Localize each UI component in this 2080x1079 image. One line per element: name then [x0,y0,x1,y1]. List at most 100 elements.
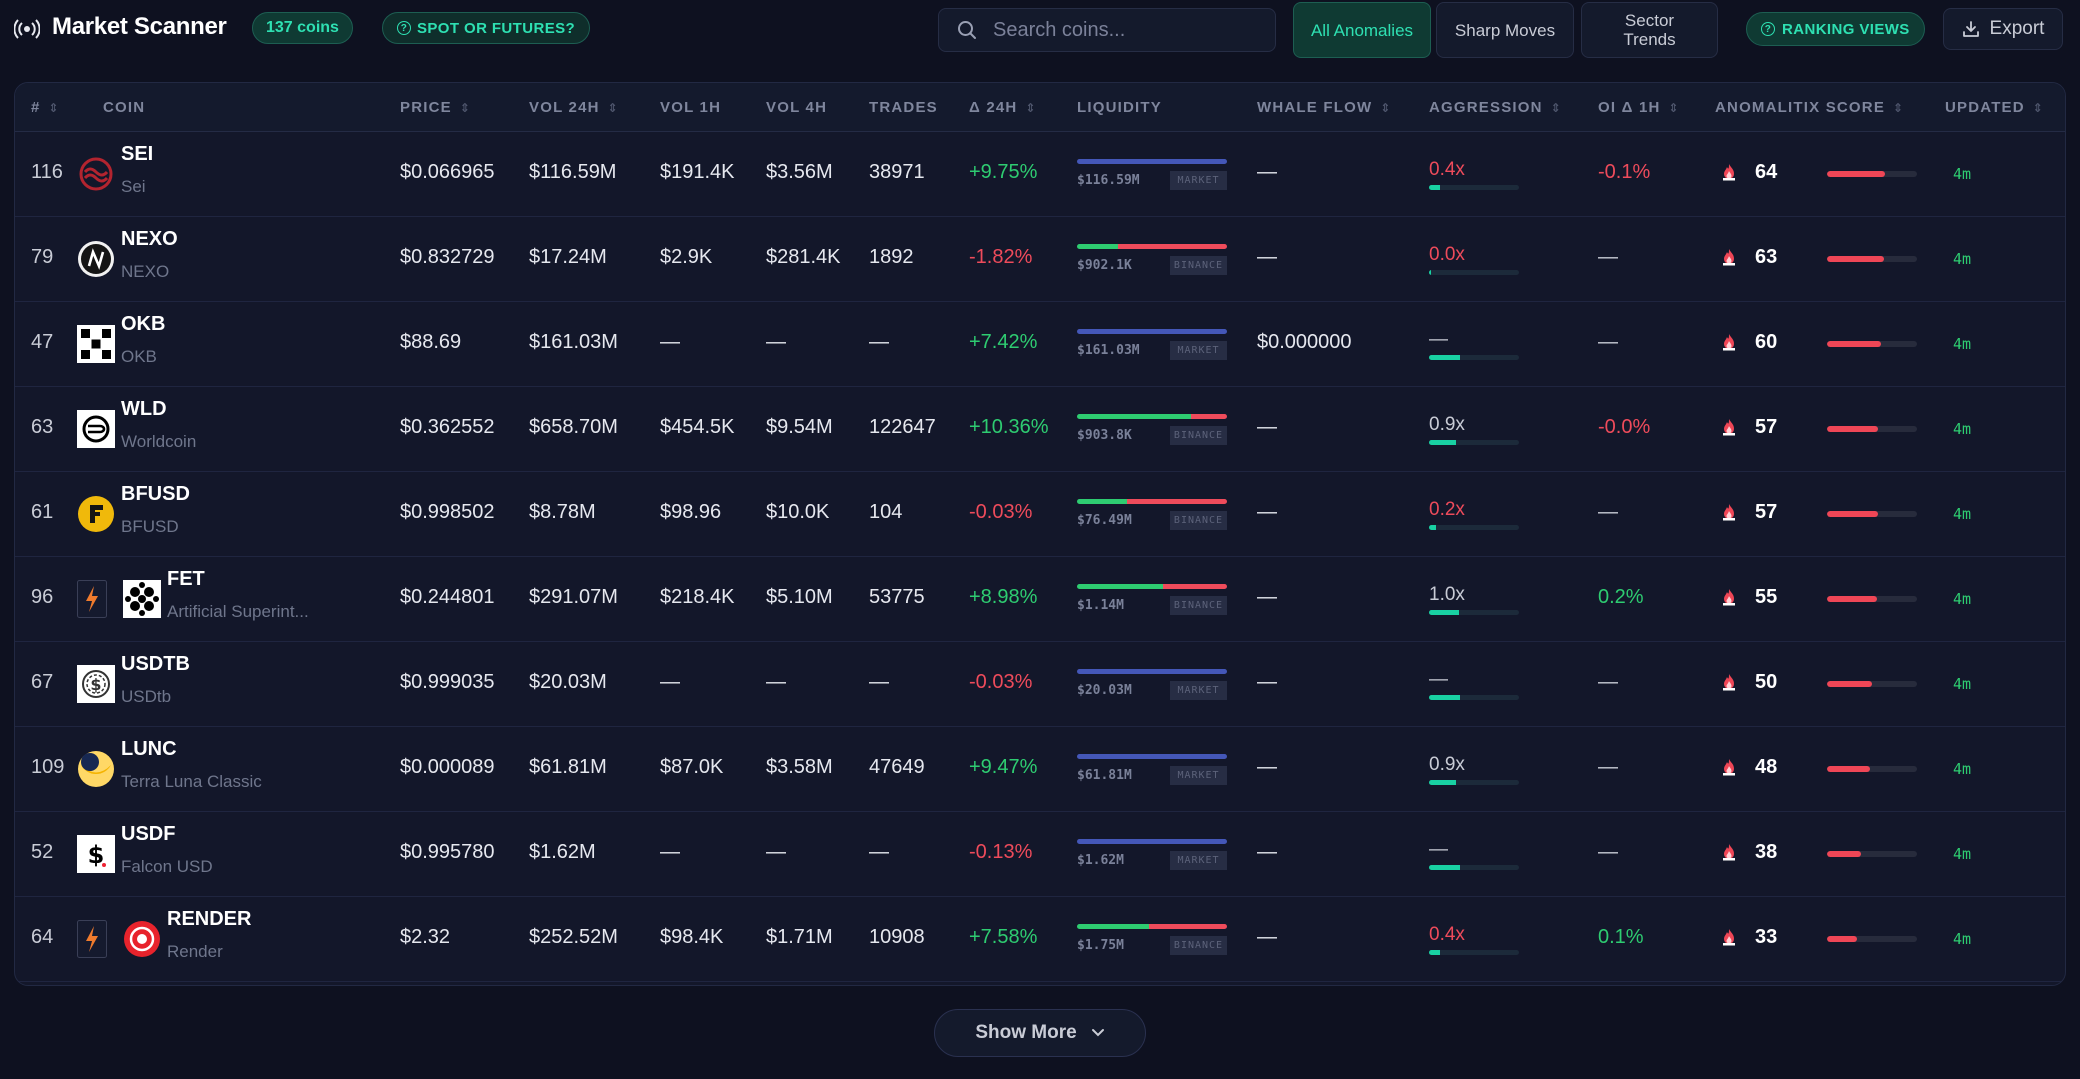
trades-cell: — [869,331,889,353]
table-row[interactable]: 116 SEI Sei $0.066965 $116.59M $191.4K $… [15,131,2065,217]
show-more-button[interactable]: Show More [934,1009,1146,1057]
col-whale-flow[interactable]: WHALE FLOW ⇕ [1257,99,1391,116]
oi-change-cell: -0.1% [1598,161,1651,183]
liquidity-bar [1077,159,1227,164]
anomalitix-score: 48 [1755,756,1778,778]
coin-symbol[interactable]: FET [167,568,205,590]
coin-symbol[interactable]: BFUSD [121,483,190,505]
coin-symbol[interactable]: OKB [121,313,166,335]
whale-flow-cell: — [1257,501,1277,523]
score-bar [1827,596,1917,602]
coin-name: Sei [121,177,146,196]
volume-4h-cell: — [766,671,786,693]
coin-symbol[interactable]: WLD [121,398,167,420]
col-score[interactable]: ANOMALITIX SCORE ⇕ [1715,99,1904,116]
search-input[interactable] [991,17,1255,43]
liquidity-value: $76.49M [1077,513,1132,528]
score-bar [1827,851,1917,857]
sort-icon: ⇕ [2032,100,2043,115]
col-liquidity: LIQUIDITY [1077,99,1162,116]
anomalitix-score: 57 [1755,501,1778,523]
liquidity-value: $20.03M [1077,683,1132,698]
coin-name: Worldcoin [121,432,197,451]
volume-24h-cell: $252.52M [529,926,618,948]
ranking-views-button[interactable]: ? RANKING VIEWS [1746,12,1925,46]
change-24h-cell: -0.03% [969,501,1033,523]
updated-cell: 4m [1953,675,1972,693]
alarm-icon [1721,843,1737,866]
rank-cell: 64 [31,926,54,948]
col-rank[interactable]: # ⇕ [31,99,59,116]
col-updated[interactable]: UPDATED ⇕ [1945,99,2043,116]
page-title: Market Scanner [52,13,227,40]
liquidity-value: $116.59M [1077,173,1140,188]
col-change-24h[interactable]: Δ 24H ⇕ [969,99,1036,116]
anomalitix-score: 64 [1755,161,1778,183]
liquidity-source-badge: MARKET [1170,341,1227,360]
aggression-bar [1429,695,1519,700]
volume-4h-cell: $281.4K [766,246,841,268]
price-cell: $0.244801 [400,586,495,608]
table-row[interactable]: 79 NEXO NEXO $0.832729 $17.24M $2.9K $28… [15,216,2065,302]
coin-symbol[interactable]: RENDER [167,908,252,930]
aggression-value: 0.0x [1429,244,1465,265]
whale-flow-cell: — [1257,246,1277,268]
table-row[interactable]: 63 WLD Worldcoin $0.362552 $658.70M $454… [15,386,2065,472]
table-row[interactable]: 109 LUNC Terra Luna Classic $0.000089 $6… [15,726,2065,812]
volume-24h-cell: $291.07M [529,586,618,608]
oi-change-cell: — [1598,501,1618,523]
price-cell: $88.69 [400,331,462,353]
liquidity-source-badge: MARKET [1170,681,1227,700]
price-cell: $0.832729 [400,246,495,268]
spot-futures-button[interactable]: ? SPOT OR FUTURES? [382,12,591,44]
rank-cell: 109 [31,756,65,778]
table-row[interactable]: 96 FET Artificial Superint... $0.244801 … [15,556,2065,642]
liquidity-source-badge: BINANCE [1170,596,1227,615]
liquidity-bar [1077,499,1227,504]
wld-logo [77,410,115,448]
coin-symbol[interactable]: SEI [121,143,154,165]
anomalitix-score: 55 [1755,586,1778,608]
table-row[interactable]: 64 RENDER Render $2.32 $252.52M $98.4K $… [15,896,2065,982]
aggression-bar [1429,355,1519,360]
nexo-logo [77,240,115,278]
broadcast-icon [14,19,40,39]
updated-cell: 4m [1953,250,1972,268]
aggression-bar [1429,440,1519,445]
col-price[interactable]: PRICE ⇕ [400,99,470,116]
updated-cell: 4m [1953,845,1972,863]
tab-sharp-moves[interactable]: Sharp Moves [1436,2,1574,58]
table-row[interactable]: 47 OKB OKB $88.69 $161.03M — — — +7.42% … [15,301,2065,387]
top-bar: Market Scanner 137 coins ? SPOT OR FUTUR… [0,0,2080,60]
change-24h-cell: +7.42% [969,331,1038,353]
updated-cell: 4m [1953,930,1972,948]
table-row[interactable]: 52 $ USDF Falcon USD $0.995780 $1.62M — … [15,811,2065,897]
liquidity-value: $1.14M [1077,598,1124,613]
table-row[interactable]: 61 BFUSD BFUSD $0.998502 $8.78M $98.96 $… [15,471,2065,557]
chevron-down-icon [1091,1029,1104,1037]
volume-1h-cell: $98.4K [660,926,724,948]
tab-all-anomalies[interactable]: All Anomalies [1293,2,1431,58]
export-button[interactable]: Export [1943,8,2063,50]
volume-24h-cell: $161.03M [529,331,618,353]
col-oi-change[interactable]: OI Δ 1H ⇕ [1598,99,1679,116]
volume-4h-cell: — [766,841,786,863]
alarm-icon [1721,588,1737,611]
whale-flow-cell: — [1257,756,1277,778]
tab-sector-trends[interactable]: Sector Trends [1581,2,1718,58]
sort-icon: ⇕ [1893,100,1904,115]
price-cell: $0.998502 [400,501,495,523]
table-row[interactable]: 67 $ USDTB USDtb $0.999035 $20.03M — — —… [15,641,2065,727]
bolt-icon [77,920,107,958]
coin-symbol[interactable]: NEXO [121,228,178,250]
coin-symbol[interactable]: USDF [121,823,176,845]
col-vol-24h[interactable]: VOL 24H ⇕ [529,99,618,116]
trades-cell: 1892 [869,246,914,268]
col-aggression[interactable]: AGGRESSION ⇕ [1429,99,1561,116]
volume-24h-cell: $61.81M [529,756,607,778]
coin-symbol[interactable]: USDTB [121,653,190,675]
coin-symbol[interactable]: LUNC [121,738,177,760]
whale-flow-cell: — [1257,416,1277,438]
liquidity-value: $61.81M [1077,768,1132,783]
search-box[interactable] [938,8,1276,52]
